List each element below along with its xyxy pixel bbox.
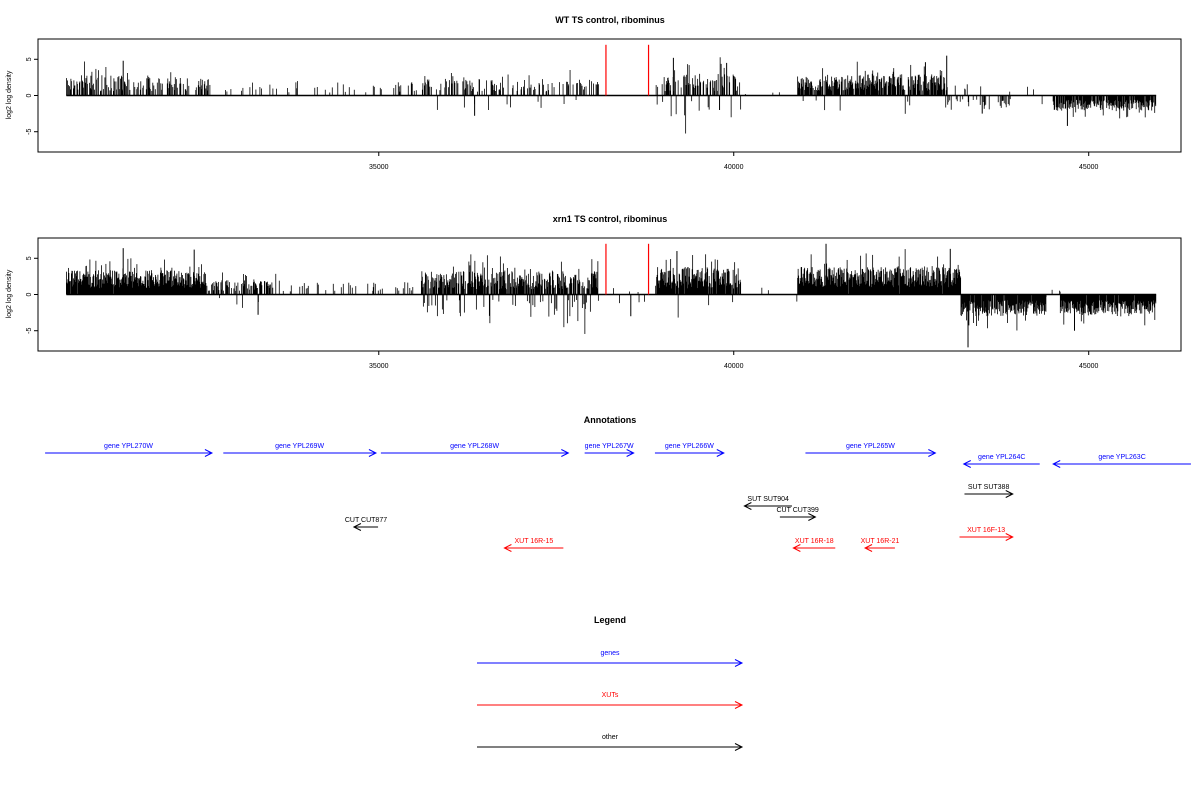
x-tick-label: 35000 bbox=[369, 164, 389, 171]
annotation-label: XUT 16R-15 bbox=[515, 538, 554, 545]
panel-wt-x-axis: 35000 40000 45000 bbox=[369, 152, 1099, 171]
panel-xrn1-x-axis: 35000 40000 45000 bbox=[369, 351, 1099, 370]
annotation-label: XUT 16F-13 bbox=[967, 527, 1005, 534]
annotation-label: gene YPL269W bbox=[275, 443, 324, 450]
panel-wt-y-axis: -5 0 5 bbox=[26, 57, 38, 135]
panel-xrn1-bars bbox=[65, 243, 1157, 348]
legend-items: genes XUTs other bbox=[477, 650, 744, 751]
annotation-label: gene YPL265W bbox=[846, 443, 895, 450]
legend: Legend genes XUTs other bbox=[477, 615, 744, 751]
annotation-arrow-head bbox=[503, 544, 512, 552]
y-tick-label: 5 bbox=[26, 256, 33, 260]
annotation-feature: XUT 16R-15 bbox=[503, 538, 564, 552]
annotation-label: gene YPL270W bbox=[104, 443, 153, 450]
annotation-arrow-head bbox=[561, 449, 570, 457]
legend-arrow-head bbox=[734, 659, 744, 667]
annotation-arrow-head bbox=[352, 523, 362, 531]
panel-xrn1: xrn1 TS control, ribominus log2 log dens… bbox=[6, 214, 1182, 370]
annotation-label: XUT 16R-18 bbox=[795, 538, 834, 545]
legend-item: XUTs bbox=[477, 692, 744, 709]
annotation-label: gene YPL264C bbox=[978, 454, 1025, 461]
annotation-tracks: gene YPL270W gene YPL269W gene YPL268W gene… bbox=[45, 443, 1191, 552]
y-tick-label: 0 bbox=[26, 292, 33, 296]
annotation-arrow-head bbox=[626, 449, 635, 457]
panel-wt-markers bbox=[605, 44, 650, 96]
legend-label: other bbox=[602, 734, 619, 741]
annotation-feature: SUT SUT388 bbox=[964, 484, 1014, 498]
annotation-label: gene YPL263C bbox=[1098, 454, 1145, 461]
annotation-label: gene YPL268W bbox=[450, 443, 499, 450]
annotation-feature: gene YPL267W bbox=[584, 443, 635, 457]
y-tick-label: -5 bbox=[26, 129, 33, 135]
annotation-label: gene YPL266W bbox=[665, 443, 714, 450]
x-tick-label: 40000 bbox=[724, 363, 744, 370]
panel-wt-title: WT TS control, ribominus bbox=[555, 15, 665, 25]
legend-item: genes bbox=[477, 650, 744, 667]
annotation-label: SUT SUT904 bbox=[747, 496, 789, 503]
annotation-arrow-head bbox=[368, 449, 378, 457]
x-tick-label: 35000 bbox=[369, 363, 389, 370]
y-tick-label: -5 bbox=[26, 328, 33, 334]
panel-wt-ylabel: log2 log density bbox=[6, 70, 13, 119]
legend-arrow-head bbox=[734, 743, 744, 751]
annotation-arrow-head bbox=[204, 449, 214, 457]
annotations: Annotations gene YPL270W gene YPL269W gene… bbox=[45, 415, 1191, 552]
annotation-feature: gene YPL270W bbox=[45, 443, 214, 457]
panel-wt: WT TS control, ribominus log2 log densit… bbox=[6, 15, 1182, 171]
x-tick-label: 40000 bbox=[724, 164, 744, 171]
annotation-arrow-head bbox=[792, 544, 801, 552]
annotation-arrow-head bbox=[1005, 490, 1014, 498]
y-tick-label: 5 bbox=[26, 57, 33, 61]
annotation-feature: gene YPL266W bbox=[654, 443, 725, 457]
annotation-arrow-head bbox=[863, 544, 873, 552]
annotation-feature: XUT 16R-21 bbox=[861, 538, 900, 552]
annotation-arrow-head bbox=[808, 513, 817, 521]
x-tick-label: 45000 bbox=[1079, 363, 1099, 370]
annotation-feature: CUT CUT399 bbox=[776, 507, 819, 521]
annotation-arrow-head bbox=[928, 449, 937, 457]
annotation-arrow-head bbox=[1005, 533, 1014, 541]
legend-arrow-head bbox=[734, 701, 744, 709]
annotation-feature: gene YPL268W bbox=[380, 443, 570, 457]
legend-item: other bbox=[477, 734, 744, 751]
legend-label: XUTs bbox=[602, 692, 619, 699]
annotation-arrow-head bbox=[716, 449, 725, 457]
panel-xrn1-y-axis: -5 0 5 bbox=[26, 256, 38, 334]
annotation-label: SUT SUT388 bbox=[968, 484, 1010, 491]
panel-xrn1-title: xrn1 TS control, ribominus bbox=[553, 214, 668, 224]
annotation-label: gene YPL267W bbox=[585, 443, 634, 450]
annotation-arrow-head bbox=[1052, 460, 1061, 468]
annotation-arrow-head bbox=[962, 460, 971, 468]
annotation-feature: gene YPL265W bbox=[805, 443, 937, 457]
x-tick-label: 45000 bbox=[1079, 164, 1099, 171]
annotation-arrow-head bbox=[743, 502, 752, 510]
annotation-feature: gene YPL264C bbox=[962, 454, 1040, 468]
annotation-feature: CUT CUT877 bbox=[345, 517, 387, 531]
legend-title: Legend bbox=[594, 615, 626, 625]
panel-xrn1-ylabel: log2 log density bbox=[6, 269, 13, 318]
annotation-label: CUT CUT877 bbox=[345, 517, 387, 524]
annotation-feature: SUT SUT904 bbox=[743, 496, 792, 510]
annotation-feature: XUT 16F-13 bbox=[959, 527, 1014, 541]
annotations-title: Annotations bbox=[584, 415, 637, 425]
panel-wt-bars bbox=[65, 55, 1157, 134]
annotation-label: XUT 16R-21 bbox=[861, 538, 900, 545]
legend-label: genes bbox=[600, 650, 620, 657]
annotation-feature: XUT 16R-18 bbox=[792, 538, 836, 552]
y-tick-label: 0 bbox=[26, 93, 33, 97]
annotation-feature: gene YPL269W bbox=[223, 443, 378, 457]
panel-xrn1-markers bbox=[605, 243, 650, 295]
annotation-label: CUT CUT399 bbox=[776, 507, 818, 514]
annotation-feature: gene YPL263C bbox=[1052, 454, 1191, 468]
